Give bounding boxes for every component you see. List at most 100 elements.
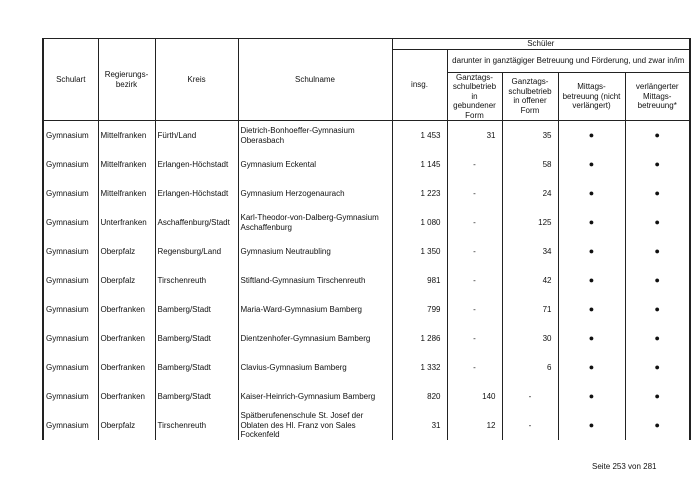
cell-gebunden: - [446,208,503,237]
cell-bezirk: Unterfranken [97,208,156,237]
table-row: Gymnasium Oberfranken Bamberg/Stadt Maria-W… [42,295,691,324]
cell-bezirk: Oberfranken [97,382,156,411]
header-schulname: Schulname [237,38,393,121]
cell-bezirk: Mittelfranken [97,120,156,150]
cell-schulart: Gymnasium [42,120,99,150]
cell-verlaengert: ● [624,179,691,208]
cell-mittags: ● [557,382,626,411]
cell-offen: - [501,382,559,411]
cell-gebunden: - [446,179,503,208]
cell-verlaengert: ● [624,208,691,237]
header-insg: insg. [391,48,448,121]
cell-bezirk: Oberfranken [97,324,156,353]
page-number: Seite 253 von 281 [592,462,657,471]
cell-schulart: Gymnasium [42,150,99,179]
cell-offen: 58 [501,150,559,179]
cell-insg: 1 332 [391,353,448,382]
header-schulart: Schulart [42,38,99,121]
cell-gebunden: 31 [446,120,503,150]
cell-kreis: Bamberg/Stadt [154,353,239,382]
cell-kreis: Bamberg/Stadt [154,295,239,324]
table-row: Gymnasium Mittelfranken Erlangen-Höchstadt… [42,150,691,179]
table-row: Gymnasium Oberpfalz Regensburg/Land Gymnasi… [42,237,691,266]
cell-insg: 1 350 [391,237,448,266]
cell-schulart: Gymnasium [42,266,99,295]
cell-verlaengert: ● [624,150,691,179]
cell-schulname: Clavius-Gymnasium Bamberg [237,353,393,382]
cell-gebunden: - [446,150,503,179]
cell-mittags: ● [557,150,626,179]
cell-offen: 30 [501,324,559,353]
cell-offen: - [501,411,559,440]
cell-schulart: Gymnasium [42,411,99,440]
cell-mittags: ● [557,120,626,150]
cell-kreis: Regensburg/Land [154,237,239,266]
cell-gebunden: - [446,324,503,353]
cell-schulname: Stiftland-Gymnasium Tirschenreuth [237,266,393,295]
table-row: Gymnasium Mittelfranken Erlangen-Höchstadt… [42,179,691,208]
cell-mittags: ● [557,353,626,382]
cell-kreis: Bamberg/Stadt [154,382,239,411]
cell-verlaengert: ● [624,237,691,266]
cell-kreis: Erlangen-Höchstadt [154,150,239,179]
cell-kreis: Tirschenreuth [154,266,239,295]
cell-offen: 24 [501,179,559,208]
cell-schulname: Gymnasium Neutraubling [237,237,393,266]
cell-offen: 125 [501,208,559,237]
cell-bezirk: Oberpfalz [97,237,156,266]
cell-mittags: ● [557,295,626,324]
table-row: Gymnasium Mittelfranken Fürth/Land Dietrich… [42,120,691,150]
cell-kreis: Bamberg/Stadt [154,324,239,353]
header-gebunden: Ganztags-schulbetrieb in gebundener Form [446,71,503,121]
cell-schulname: Dietrich-Bonhoeffer-Gymnasium Oberasbach [237,120,393,150]
cell-gebunden: 140 [446,382,503,411]
cell-verlaengert: ● [624,411,691,440]
cell-schulname: Dientzenhofer-Gymnasium Bamberg [237,324,393,353]
cell-bezirk: Oberpfalz [97,266,156,295]
table-row: Gymnasium Oberpfalz Tirschenreuth Stiftland… [42,266,691,295]
cell-mittags: ● [557,411,626,440]
cell-schulname: Karl-Theodor-von-Dalberg-Gymnasium Ascha… [237,208,393,237]
cell-schulart: Gymnasium [42,353,99,382]
table-row: Gymnasium Unterfranken Aschaffenburg/Stadt… [42,208,691,237]
cell-verlaengert: ● [624,295,691,324]
cell-insg: 1 080 [391,208,448,237]
cell-offen: 34 [501,237,559,266]
cell-insg: 1 286 [391,324,448,353]
cell-schulart: Gymnasium [42,179,99,208]
header-regierungsbezirk: Regierungs-bezirk [97,38,156,121]
table-row: Gymnasium Oberfranken Bamberg/Stadt Clavius… [42,353,691,382]
header-mittags: Mittags-betreuung (nicht verlängert) [557,71,626,121]
cell-insg: 1 453 [391,120,448,150]
cell-mittags: ● [557,208,626,237]
cell-bezirk: Mittelfranken [97,150,156,179]
cell-bezirk: Oberfranken [97,295,156,324]
header-verlaengert: verlängerter Mittags-betreuung* [624,71,691,121]
header-offen: Ganztags-schulbetrieb in offener Form [501,71,559,121]
cell-verlaengert: ● [624,266,691,295]
cell-gebunden: - [446,237,503,266]
cell-schulart: Gymnasium [42,237,99,266]
cell-gebunden: - [446,353,503,382]
cell-offen: 42 [501,266,559,295]
cell-offen: 6 [501,353,559,382]
cell-mittags: ● [557,179,626,208]
schools-table: Schulart Regierungs-bezirk Kreis Schulna… [42,38,691,440]
cell-insg: 1 223 [391,179,448,208]
cell-mittags: ● [557,324,626,353]
cell-schulart: Gymnasium [42,324,99,353]
cell-insg: 1 145 [391,150,448,179]
cell-schulname: Gymnasium Eckental [237,150,393,179]
cell-mittags: ● [557,266,626,295]
cell-gebunden: - [446,266,503,295]
cell-gebunden: - [446,295,503,324]
header-kreis: Kreis [154,38,239,121]
table-row: Gymnasium Oberfranken Bamberg/Stadt Dientze… [42,324,691,353]
header-schueler: Schüler [391,38,691,50]
cell-verlaengert: ● [624,120,691,150]
cell-offen: 71 [501,295,559,324]
cell-kreis: Fürth/Land [154,120,239,150]
cell-insg: 799 [391,295,448,324]
cell-kreis: Erlangen-Höchstadt [154,179,239,208]
cell-insg: 820 [391,382,448,411]
